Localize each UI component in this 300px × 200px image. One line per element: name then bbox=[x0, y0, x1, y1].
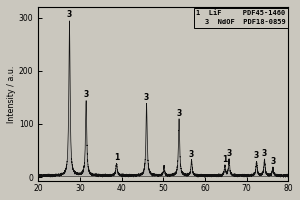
Text: 3: 3 bbox=[270, 157, 275, 166]
Text: 3: 3 bbox=[262, 149, 267, 158]
Text: 1: 1 bbox=[114, 153, 119, 162]
Text: 3: 3 bbox=[144, 93, 149, 102]
Text: 3: 3 bbox=[176, 109, 182, 118]
Text: 3: 3 bbox=[67, 10, 72, 19]
Text: 1: 1 bbox=[222, 155, 227, 164]
Text: 3: 3 bbox=[254, 151, 259, 160]
Y-axis label: Intensity / a.u.: Intensity / a.u. bbox=[7, 65, 16, 123]
Text: 3: 3 bbox=[189, 150, 194, 159]
Text: 1  LiF     PDF45-1460
3  NdOF  PDF18-0859: 1 LiF PDF45-1460 3 NdOF PDF18-0859 bbox=[196, 10, 286, 25]
Text: 3: 3 bbox=[83, 90, 89, 99]
Text: 3: 3 bbox=[226, 149, 232, 158]
